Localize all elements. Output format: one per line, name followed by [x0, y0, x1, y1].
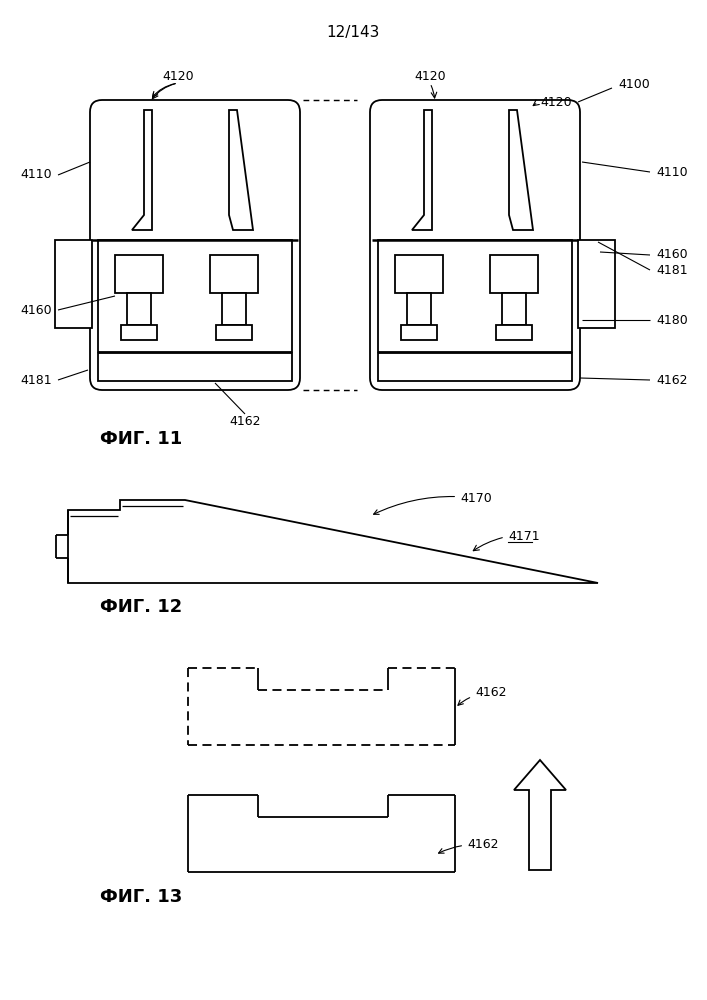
Text: 4170: 4170 [373, 491, 492, 514]
Bar [378, 353, 572, 381]
Bar [222, 293, 246, 325]
Bar [121, 325, 157, 340]
Bar [407, 293, 431, 325]
Polygon shape [132, 110, 152, 230]
Text: ФИГ. 11: ФИГ. 11 [100, 430, 182, 448]
Bar [115, 255, 163, 293]
Text: 4110: 4110 [21, 168, 52, 182]
Bar [490, 255, 538, 293]
FancyBboxPatch shape [370, 100, 580, 390]
Text: 4181: 4181 [21, 373, 52, 386]
Text: 4160: 4160 [21, 304, 52, 316]
Text: 4181: 4181 [656, 263, 688, 276]
Bar [401, 325, 437, 340]
Text: 4162: 4162 [438, 838, 498, 853]
Bar [55, 240, 92, 328]
Text: 4162: 4162 [229, 415, 261, 428]
Bar [210, 255, 258, 293]
Bar [378, 240, 572, 352]
Text: ФИГ. 13: ФИГ. 13 [100, 888, 182, 906]
Bar [216, 325, 252, 340]
Polygon shape [229, 110, 253, 230]
Text: 4162: 4162 [656, 373, 687, 386]
Bar [578, 240, 615, 328]
Polygon shape [412, 110, 432, 230]
Polygon shape [509, 110, 533, 230]
Text: 4120: 4120 [414, 70, 446, 83]
Bar [127, 293, 151, 325]
Text: 4160: 4160 [656, 248, 688, 261]
Bar [502, 293, 526, 325]
Text: 4120: 4120 [162, 70, 194, 83]
Text: ФИГ. 12: ФИГ. 12 [100, 598, 182, 616]
Text: 12/143: 12/143 [327, 25, 380, 40]
Bar [496, 325, 532, 340]
Text: 4162: 4162 [458, 686, 506, 705]
Text: 4180: 4180 [656, 314, 688, 326]
Bar [98, 240, 292, 352]
Text: 4110: 4110 [656, 165, 688, 178]
Text: 4171: 4171 [508, 530, 539, 544]
FancyBboxPatch shape [90, 100, 300, 390]
Bar [395, 255, 443, 293]
Text: 4100: 4100 [618, 79, 650, 92]
Polygon shape [68, 500, 598, 583]
Bar [98, 353, 292, 381]
Polygon shape [514, 760, 566, 870]
Text: 4120: 4120 [540, 96, 572, 108]
